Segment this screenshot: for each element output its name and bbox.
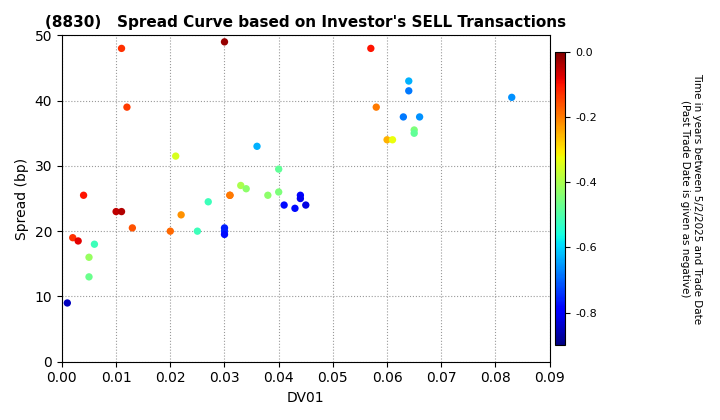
Point <box>78 192 89 199</box>
Point <box>116 45 127 52</box>
Point <box>387 136 398 143</box>
Point <box>219 228 230 234</box>
Point <box>403 87 415 94</box>
Point <box>371 104 382 110</box>
Point <box>414 113 426 120</box>
Point <box>116 208 127 215</box>
Point <box>294 192 306 199</box>
Point <box>235 182 246 189</box>
Point <box>89 241 100 247</box>
Point <box>365 45 377 52</box>
Title: (8830)   Spread Curve based on Investor's SELL Transactions: (8830) Spread Curve based on Investor's … <box>45 15 567 30</box>
Point <box>192 228 203 234</box>
Point <box>408 130 420 136</box>
Point <box>121 104 132 110</box>
Point <box>506 94 518 101</box>
Point <box>289 205 301 212</box>
Point <box>224 192 235 199</box>
Point <box>273 166 284 173</box>
Point <box>294 195 306 202</box>
Point <box>408 126 420 133</box>
X-axis label: DV01: DV01 <box>287 391 325 405</box>
Point <box>202 198 214 205</box>
Y-axis label: Spread (bp): Spread (bp) <box>15 158 29 239</box>
Point <box>176 212 187 218</box>
Point <box>240 185 252 192</box>
Point <box>110 208 122 215</box>
Point <box>219 225 230 231</box>
Point <box>219 231 230 238</box>
Point <box>300 202 312 208</box>
Point <box>219 39 230 45</box>
Point <box>273 189 284 195</box>
Point <box>67 234 78 241</box>
Point <box>279 202 290 208</box>
Point <box>84 254 95 261</box>
Point <box>251 143 263 150</box>
Point <box>262 192 274 199</box>
Point <box>127 225 138 231</box>
Point <box>224 192 235 199</box>
Y-axis label: Time in years between 5/2/2025 and Trade Date
(Past Trade Date is given as negat: Time in years between 5/2/2025 and Trade… <box>680 73 702 324</box>
Point <box>165 228 176 234</box>
Point <box>170 153 181 160</box>
Point <box>62 299 73 306</box>
Point <box>73 238 84 244</box>
Point <box>382 136 393 143</box>
Point <box>403 78 415 84</box>
Point <box>397 113 409 120</box>
Point <box>84 273 95 280</box>
